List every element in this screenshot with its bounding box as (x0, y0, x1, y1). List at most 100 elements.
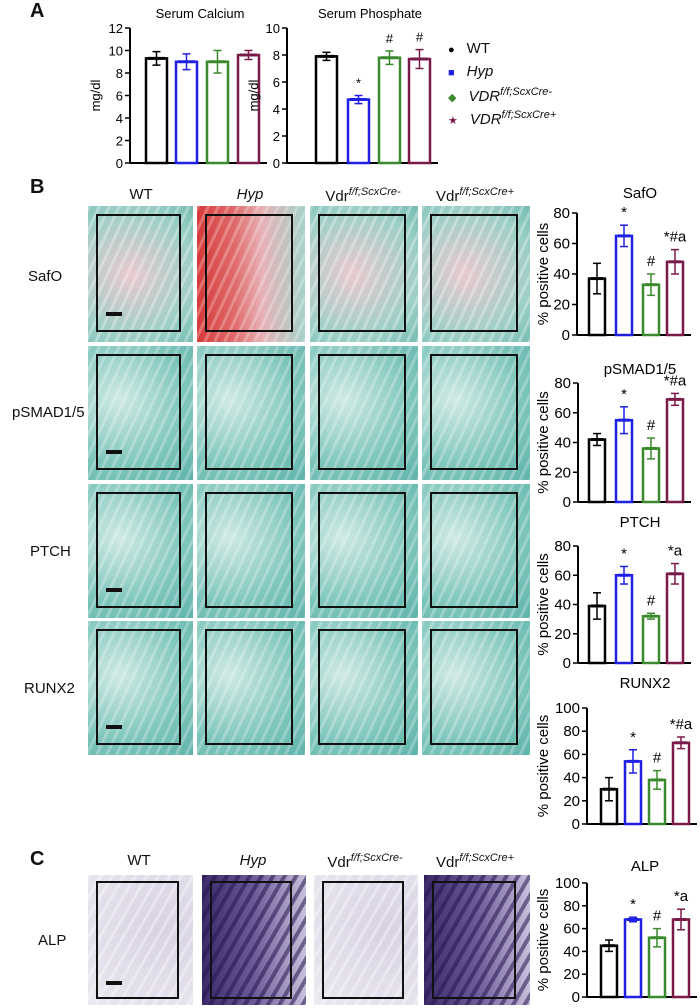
y-axis-label: % positive cells (535, 553, 552, 656)
column-header: WT (86, 186, 196, 203)
y-tick-label: 10 (266, 21, 280, 36)
significance-annotation: # (647, 417, 656, 434)
row-label-ptch: PTCH (30, 543, 71, 560)
micrograph-safo-2 (310, 206, 418, 342)
legend-item: ★ VDRf/f;ScxCre+ (448, 109, 556, 128)
y-axis-label: % positive cells (535, 889, 552, 992)
column-header-text: Vdr (435, 188, 460, 205)
column-header-superscript: f/f;ScxCre- (348, 186, 401, 198)
scale-bar (106, 725, 122, 729)
legend-item: ■ Hyp (448, 63, 493, 80)
micrograph-ptch-2 (310, 484, 418, 618)
row-label-psmad: pSMAD1/5 (12, 404, 85, 421)
y-tick-label: 100 (555, 700, 580, 717)
y-tick-label: 4 (116, 111, 123, 126)
y-tick-label: 2 (273, 129, 280, 144)
y-tick-label: 8 (116, 66, 123, 81)
y-tick-label: 40 (563, 770, 580, 787)
significance-annotation: * (630, 896, 636, 913)
region-of-interest-box (318, 492, 406, 608)
column-header: Vdrf/f;ScxCre- (310, 852, 420, 871)
region-of-interest-box (96, 214, 181, 332)
bar-vdr-f-f-scxcre- (205, 60, 230, 165)
y-tick-label: 0 (273, 156, 280, 171)
y-tick-label: 80 (554, 375, 571, 392)
significance-annotation: * (621, 545, 627, 562)
y-tick-label: 10 (109, 44, 123, 59)
column-header: Vdrf/f;ScxCre- (308, 186, 418, 205)
region-of-interest-box (322, 881, 404, 999)
y-tick-label: 20 (563, 966, 580, 983)
y-tick-label: 20 (554, 626, 571, 643)
region-of-interest-box (432, 881, 516, 999)
significance-annotation: * (621, 386, 627, 403)
y-tick-label: 0 (572, 989, 580, 1006)
significance-annotation: * (630, 729, 636, 746)
region-of-interest-box (96, 881, 179, 999)
chart-title: RUNX2 (620, 675, 671, 692)
y-tick-label: 0 (116, 156, 123, 171)
region-of-interest-box (430, 629, 518, 745)
significance-annotation: *a (674, 888, 689, 905)
significance-annotation: # (386, 31, 394, 46)
micrograph-ptch-3 (422, 484, 530, 618)
y-tick-label: 6 (273, 75, 280, 90)
micrograph-ptch-0 (88, 484, 193, 618)
significance-annotation: *#a (664, 372, 687, 389)
bar-wt (599, 944, 619, 999)
bar-vdr-f-f-scxcre- (377, 56, 402, 165)
bar-vdr-f-f-scxcre- (407, 57, 432, 165)
y-tick-label: 80 (563, 723, 580, 740)
y-tick-label: 80 (553, 205, 570, 222)
circle-marker-icon: ● (448, 44, 455, 56)
row-label-runx2: RUNX2 (24, 680, 75, 697)
bar-hyp (614, 574, 634, 665)
region-of-interest-box (205, 629, 293, 745)
chart-title: pSMAD1/5 (604, 361, 677, 378)
column-header: WT (84, 852, 194, 869)
bar-wt (144, 57, 169, 165)
micrograph-safo-1 (197, 206, 305, 342)
panel-label-b: B (30, 176, 45, 198)
scale-bar (106, 312, 122, 316)
y-tick-label: 0 (563, 494, 571, 511)
y-tick-label: 80 (554, 538, 571, 555)
y-axis-label: mg/dl (246, 79, 261, 111)
region-of-interest-box (318, 214, 406, 332)
significance-annotation: *a (668, 543, 683, 560)
region-of-interest-box (96, 492, 181, 608)
bar-vdr-f-f-scxcre- (641, 614, 661, 665)
column-header-text: Hyp (236, 186, 264, 203)
bar-wt (314, 55, 339, 165)
y-tick-label: 40 (554, 435, 571, 452)
column-header-text: Vdr (435, 854, 460, 871)
legend-item: ● WT (448, 40, 490, 57)
y-axis-label: % positive cells (535, 391, 552, 494)
column-header-text: Vdr (325, 188, 349, 205)
y-tick-label: 60 (554, 405, 571, 422)
region-of-interest-box (430, 492, 518, 608)
legend-label: VDR (469, 111, 502, 128)
star-marker-icon: ★ (448, 115, 458, 127)
micrograph-safo-3 (422, 206, 530, 342)
scale-bar (106, 588, 122, 592)
legend-superscript: f/f;ScxCre+ (501, 109, 557, 121)
y-axis-label: % positive cells (535, 223, 552, 326)
y-tick-label: 0 (572, 816, 580, 833)
column-header-superscript: f/f;ScxCre+ (459, 852, 515, 864)
y-tick-label: 60 (563, 746, 580, 763)
y-tick-label: 8 (273, 48, 280, 63)
micrograph-runx2-0 (88, 621, 193, 755)
bar-hyp (174, 60, 199, 165)
region-of-interest-box (96, 629, 181, 745)
region-of-interest-box (96, 354, 181, 470)
y-tick-label: 2 (116, 134, 123, 149)
y-tick-label: 40 (563, 943, 580, 960)
diamond-marker-icon: ◆ (448, 92, 457, 104)
significance-annotation: # (647, 592, 656, 609)
chart-title: Serum Calcium (156, 6, 245, 21)
significance-annotation: * (621, 204, 627, 221)
y-tick-label: 4 (273, 102, 280, 117)
legend-superscript: f/f;ScxCre- (500, 86, 553, 98)
